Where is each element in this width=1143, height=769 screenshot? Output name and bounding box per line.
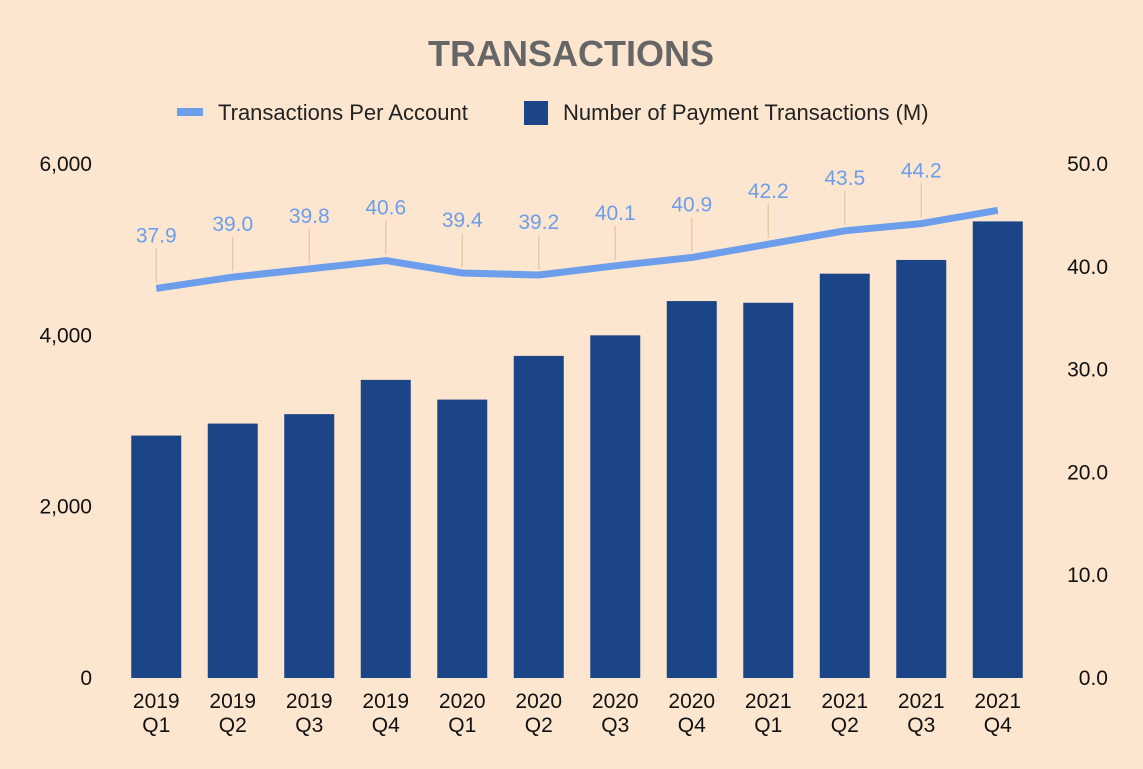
x-tick-year: 2019: [209, 690, 256, 713]
legend-bar-swatch: [524, 101, 548, 125]
bar: [743, 302, 794, 678]
x-tick-quarter: Q4: [678, 714, 706, 737]
x-tick-quarter: Q3: [601, 714, 629, 737]
line-path: [155, 206, 999, 292]
line-series: [155, 206, 999, 292]
x-tick-year: 2019: [133, 690, 180, 713]
data-label: 39.0: [212, 213, 253, 236]
x-tick-year: 2020: [515, 690, 562, 713]
x-tick-year: 2020: [592, 690, 639, 713]
left-y-tick-label: 4,000: [39, 324, 92, 347]
bar: [284, 414, 335, 678]
right-y-tick-label: 30.0: [1067, 359, 1108, 382]
data-label: 39.8: [289, 205, 330, 228]
bar: [360, 379, 411, 678]
data-label: 39.4: [442, 209, 483, 232]
x-tick-quarter: Q4: [372, 714, 400, 737]
data-labels: 37.9 39.0 39.8 40.6 39.4 39.2 40.1 40.9 42.2 43.5…: [136, 160, 942, 283]
x-tick-year: 2021: [745, 690, 792, 713]
x-tick-quarter: Q1: [754, 714, 782, 737]
x-tick-quarter: Q1: [142, 714, 170, 737]
x-tick-quarter: Q1: [448, 714, 476, 737]
x-tick-year: 2020: [439, 690, 486, 713]
data-label: 40.9: [671, 194, 712, 217]
right-y-tick-label: 40.0: [1067, 256, 1108, 279]
x-tick-quarter: Q4: [984, 714, 1012, 737]
right-y-tick-label: 20.0: [1067, 461, 1108, 484]
legend-line-swatch: [177, 108, 203, 116]
bar: [513, 355, 564, 678]
x-axis: 2019Q12019Q22019Q32019Q42020Q12020Q22020…: [133, 690, 1021, 737]
data-label: 43.5: [824, 167, 865, 190]
x-tick-year: 2019: [362, 690, 409, 713]
x-tick-quarter: Q2: [525, 714, 553, 737]
data-label: 39.2: [518, 211, 559, 234]
x-tick-quarter: Q2: [831, 714, 859, 737]
x-tick-year: 2019: [286, 690, 333, 713]
bar: [972, 221, 1023, 678]
bar: [437, 399, 488, 678]
left-y-tick-label: 6,000: [39, 153, 92, 176]
x-tick-quarter: Q3: [295, 714, 323, 737]
bar: [819, 273, 870, 678]
bar: [896, 259, 947, 678]
left-y-axis: 0 2,000 4,000 6,000: [39, 153, 92, 690]
left-y-tick-label: 2,000: [39, 496, 92, 519]
bar: [207, 423, 258, 678]
legend-label-bar: Number of Payment Transactions (M): [563, 100, 929, 125]
data-label: 40.1: [595, 202, 636, 225]
x-tick-year: 2021: [821, 690, 868, 713]
x-tick-year: 2020: [668, 690, 715, 713]
bar: [666, 301, 717, 678]
right-y-tick-label: 50.0: [1067, 153, 1108, 176]
data-label: 42.2: [748, 180, 789, 203]
data-label: 44.2: [901, 160, 942, 183]
left-y-tick-label: 0: [80, 667, 92, 690]
legend-label-line: Transactions Per Account: [218, 100, 468, 125]
data-label: 40.6: [365, 197, 406, 220]
x-tick-year: 2021: [974, 690, 1021, 713]
x-tick-quarter: Q3: [907, 714, 935, 737]
bar: [590, 335, 641, 678]
chart-title: TRANSACTIONS: [428, 33, 714, 74]
legend: Transactions Per Account Number of Payme…: [177, 100, 929, 125]
bar-series: [131, 221, 1023, 678]
right-y-tick-label: 0.0: [1079, 667, 1108, 690]
bar: [131, 435, 182, 678]
right-y-tick-label: 10.0: [1067, 564, 1108, 587]
data-label: 37.9: [136, 224, 177, 247]
x-tick-year: 2021: [898, 690, 945, 713]
right-y-axis: 0.0 10.0 20.0 30.0 40.0 50.0: [1067, 153, 1108, 690]
x-tick-quarter: Q2: [219, 714, 247, 737]
